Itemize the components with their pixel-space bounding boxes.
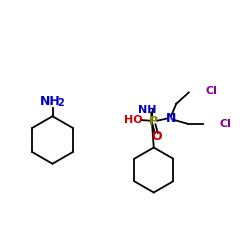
Text: Cl: Cl bbox=[205, 86, 217, 96]
Text: HO: HO bbox=[124, 115, 143, 125]
Text: NH: NH bbox=[138, 105, 157, 115]
Text: P: P bbox=[149, 115, 158, 128]
Text: N: N bbox=[166, 112, 176, 125]
Text: O: O bbox=[151, 130, 162, 143]
Text: 2: 2 bbox=[57, 98, 64, 108]
Text: Cl: Cl bbox=[220, 119, 232, 129]
Text: NH: NH bbox=[40, 95, 60, 108]
